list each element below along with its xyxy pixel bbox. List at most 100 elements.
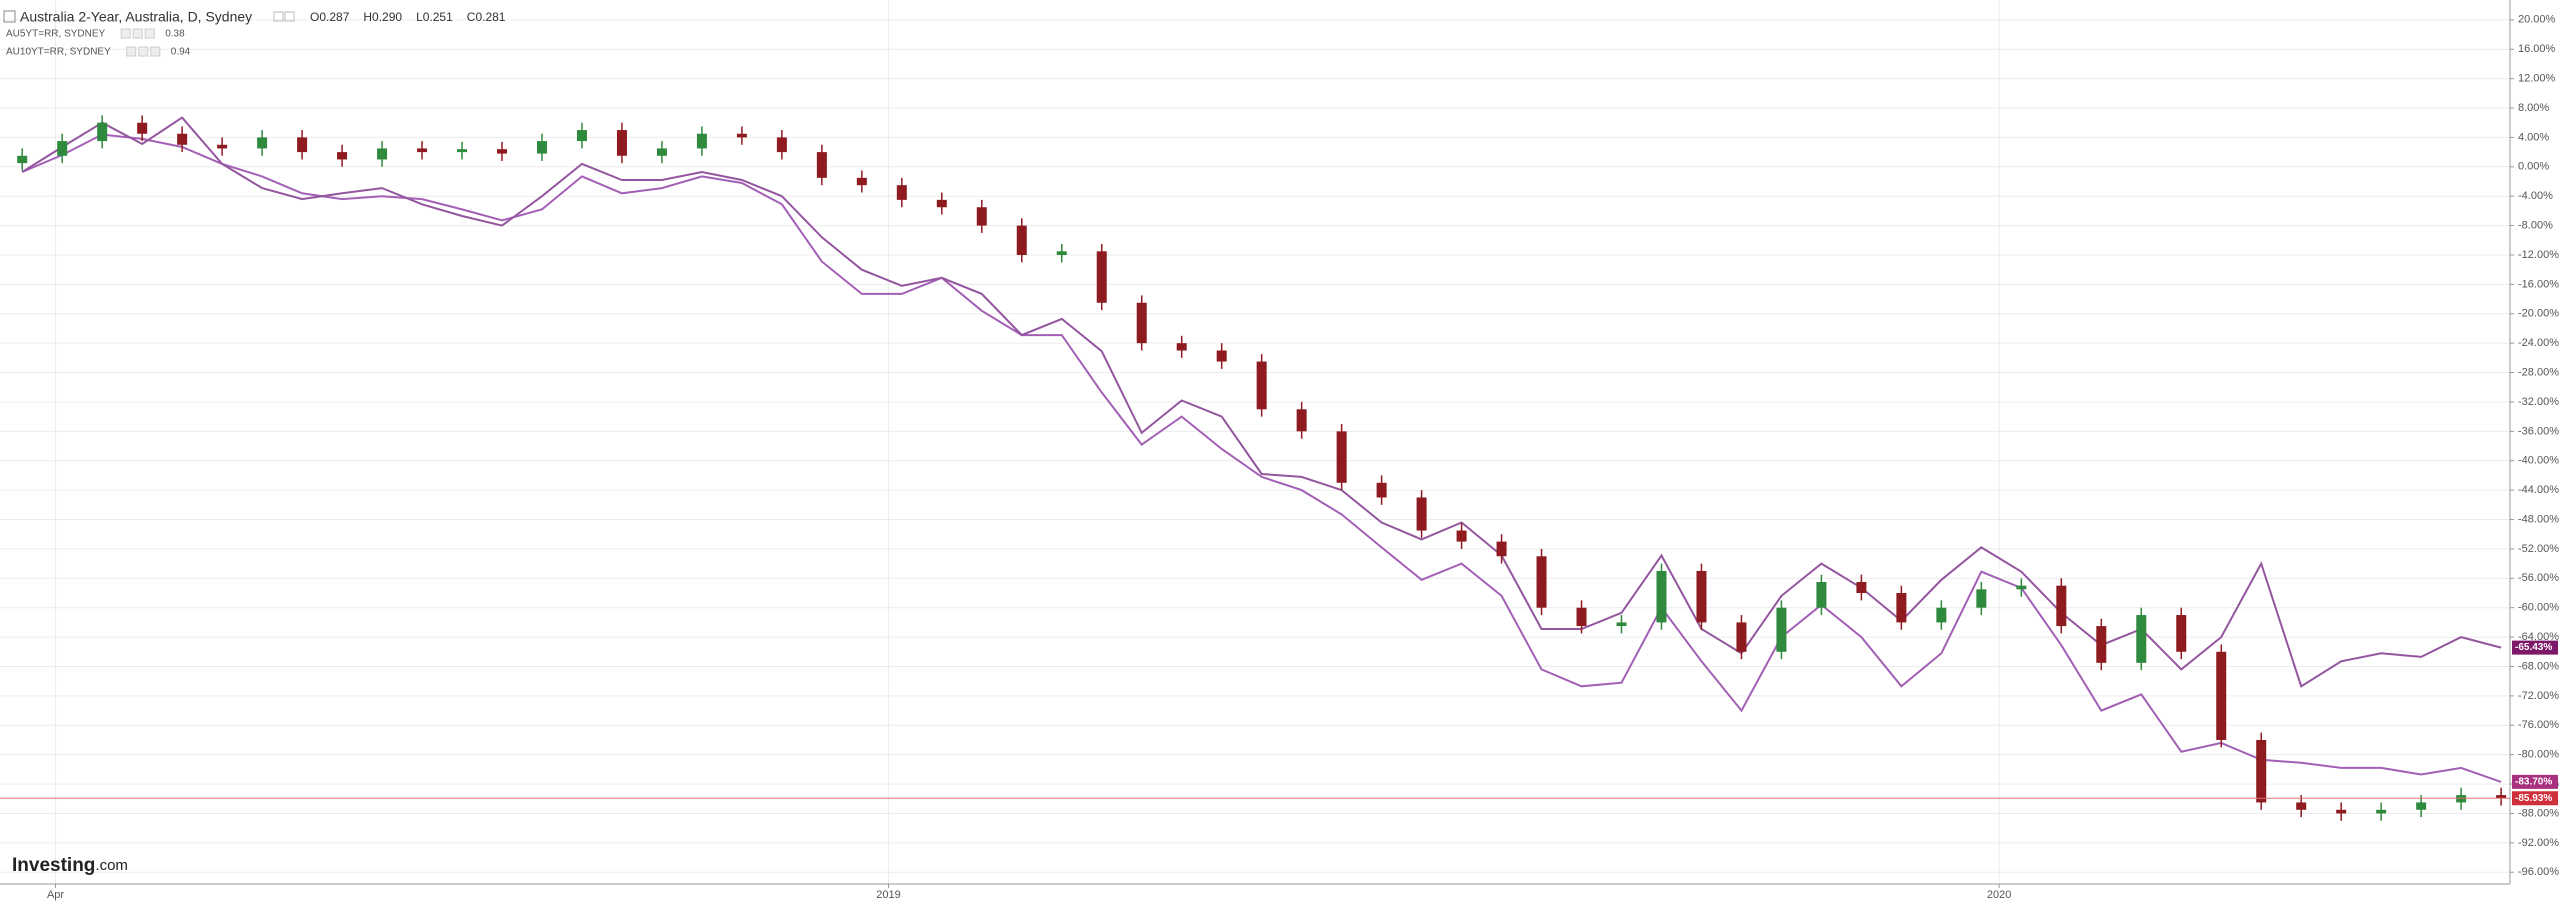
candle-body xyxy=(137,122,148,134)
legend-icon xyxy=(144,28,155,39)
candle-body xyxy=(57,141,68,156)
candle-body xyxy=(976,207,987,226)
candle-body xyxy=(177,133,188,145)
candle-body xyxy=(2296,802,2307,810)
candle-body xyxy=(17,155,28,164)
candle-body xyxy=(1736,622,1747,652)
candle-body xyxy=(417,148,428,153)
candle-body xyxy=(377,148,388,160)
candle-body xyxy=(2416,802,2427,810)
legend-value: 0.38 xyxy=(165,29,185,40)
candle-body xyxy=(2376,809,2387,814)
candle-body xyxy=(497,149,507,154)
candle-body xyxy=(856,177,867,186)
candle-body xyxy=(2256,739,2267,803)
candle-body xyxy=(1256,361,1267,410)
series-line xyxy=(21,116,2502,688)
chart-title: Australia 2-Year, Australia, D, Sydney xyxy=(20,9,252,25)
close-icon xyxy=(284,11,295,22)
candle-body xyxy=(457,149,468,153)
y-tick-label: -52.00% xyxy=(2518,543,2559,555)
y-tick-label: 0.00% xyxy=(2518,161,2549,173)
candle-body xyxy=(2016,585,2027,590)
candle-body xyxy=(217,144,228,149)
y-tick-label: -36.00% xyxy=(2518,425,2559,437)
candle-body xyxy=(1376,482,1387,498)
y-tick-label: 16.00% xyxy=(2518,43,2556,55)
candle-body xyxy=(1936,607,1947,623)
ohlc-value: L0.251 xyxy=(416,10,453,24)
candle-body xyxy=(1016,225,1027,255)
candle-body xyxy=(2176,615,2187,652)
ohlc-value: C0.281 xyxy=(467,10,506,24)
brand-suffix: .com xyxy=(95,857,128,874)
candle-body xyxy=(1296,409,1307,432)
x-tick-label: 2019 xyxy=(876,889,900,901)
y-tick-label: -44.00% xyxy=(2518,484,2559,496)
candle-body xyxy=(1696,570,1707,623)
x-tick-label: Apr xyxy=(47,889,64,901)
y-tick-label: -40.00% xyxy=(2518,455,2559,467)
candle-body xyxy=(1136,302,1147,344)
legend-icon xyxy=(120,28,131,39)
candle-body xyxy=(1896,593,1907,623)
candle-body xyxy=(2056,585,2067,627)
y-tick-label: -96.00% xyxy=(2518,866,2559,878)
candle-body xyxy=(1656,570,1667,623)
y-tick-label: 8.00% xyxy=(2518,102,2549,114)
candle-body xyxy=(576,130,587,142)
candle-body xyxy=(1976,589,1987,608)
y-tick-label: -48.00% xyxy=(2518,513,2559,525)
y-tick-label: -32.00% xyxy=(2518,396,2559,408)
candle-body xyxy=(816,152,827,178)
last-value-label: -85.93% xyxy=(2515,793,2552,804)
legend-icon xyxy=(138,46,149,57)
candle-body xyxy=(2456,795,2467,803)
ohlc-value: O0.287 xyxy=(310,10,350,24)
candle-body xyxy=(257,137,268,149)
y-tick-label: -76.00% xyxy=(2518,719,2559,731)
y-tick-label: -64.00% xyxy=(2518,631,2559,643)
brand-name: Investing.com xyxy=(12,855,128,876)
plot xyxy=(0,115,2510,821)
last-value-box xyxy=(2512,640,2558,655)
legend-label: AU5YT=RR, SYDNEY xyxy=(6,29,106,40)
legend-value: 0.94 xyxy=(171,47,191,58)
y-tick-label: -68.00% xyxy=(2518,660,2559,672)
candle-body xyxy=(1576,607,1587,627)
candle-body xyxy=(2336,809,2347,814)
grid xyxy=(0,0,2510,884)
legend-icon xyxy=(150,46,161,57)
candle-body xyxy=(2216,651,2227,740)
y-tick-label: 12.00% xyxy=(2518,73,2556,85)
y-tick-label: -24.00% xyxy=(2518,337,2559,349)
candle-body xyxy=(1216,350,1227,362)
candle-body xyxy=(936,199,947,208)
legend-icon xyxy=(126,46,137,57)
y-tick-label: -16.00% xyxy=(2518,278,2559,290)
y-tick-label: 4.00% xyxy=(2518,131,2549,143)
brand: Investing.com xyxy=(12,855,128,876)
candle-body xyxy=(1416,497,1427,531)
candle-body xyxy=(1336,431,1347,483)
candle-body xyxy=(736,133,747,138)
series-line xyxy=(21,133,2502,783)
last-value-label: -83.70% xyxy=(2515,776,2552,787)
candle-body xyxy=(2136,615,2147,663)
y-tick-label: -60.00% xyxy=(2518,602,2559,614)
y-tick-label: -8.00% xyxy=(2518,219,2553,231)
collapse-icon[interactable] xyxy=(3,10,16,23)
legend-label: AU10YT=RR, SYDNEY xyxy=(6,47,111,58)
ohlc-value: H0.290 xyxy=(363,10,402,24)
y-tick-label: -72.00% xyxy=(2518,690,2559,702)
y-tick-label: -12.00% xyxy=(2518,249,2559,261)
candle-body xyxy=(1096,251,1107,303)
candle-body xyxy=(1176,343,1187,351)
brand-main: Investing xyxy=(12,855,95,876)
last-value-box xyxy=(2512,774,2558,789)
x-tick-label: 2020 xyxy=(1987,889,2011,901)
y-tick-label: -20.00% xyxy=(2518,308,2559,320)
y-tick-label: -88.00% xyxy=(2518,807,2559,819)
